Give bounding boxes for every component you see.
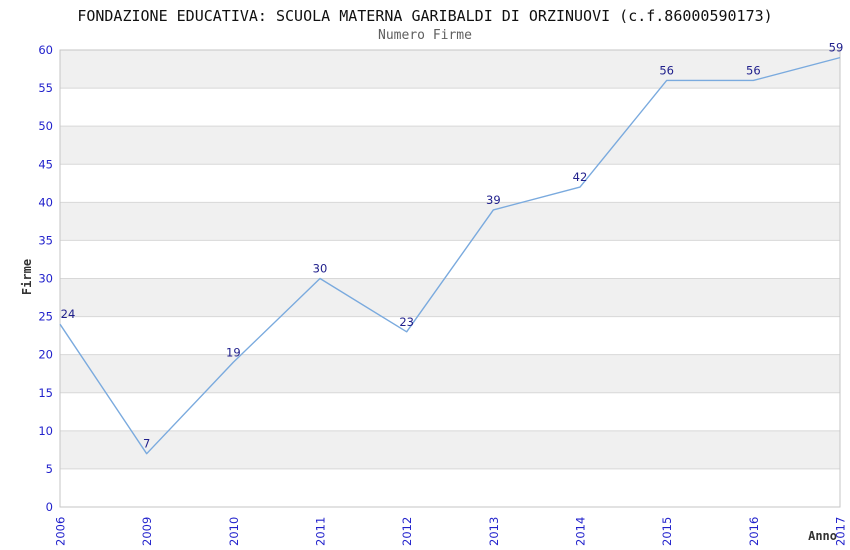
data-line: [59, 56, 841, 455]
y-tick-label: 35: [38, 233, 53, 247]
plot-band: [60, 278, 840, 317]
x-tick-label: 2009: [140, 517, 154, 546]
x-tick-label: 2010: [227, 517, 241, 546]
x-tick-label: 2006: [54, 517, 68, 546]
data-point-label: 30: [313, 262, 328, 276]
y-tick-label: 5: [46, 462, 53, 476]
y-tick-label: 50: [38, 119, 53, 133]
data-point-label: 19: [226, 345, 241, 359]
plot-border: [59, 49, 841, 508]
data-point-label: 7: [143, 437, 150, 451]
x-tick-label: 2016: [747, 517, 761, 546]
y-tick-label: 60: [38, 43, 53, 57]
plot-band: [60, 50, 840, 89]
chart-title: FONDAZIONE EDUCATIVA: SCUOLA MATERNA GAR…: [77, 7, 773, 25]
plot-band: [60, 202, 840, 241]
data-point-label: 42: [573, 170, 588, 184]
y-tick-label: 55: [38, 81, 53, 95]
x-tick-label: 2012: [400, 517, 414, 546]
data-point-label: 56: [659, 63, 674, 77]
chart-subtitle: Numero Firme: [378, 28, 472, 43]
plot-band: [60, 126, 840, 165]
y-tick-label: 45: [38, 157, 53, 171]
data-point-label: 39: [486, 193, 501, 207]
y-tick-label: 40: [38, 195, 53, 209]
x-tick-label: 2017: [834, 517, 848, 546]
data-point-label: 24: [61, 307, 76, 321]
x-axis-title: Anno: [808, 529, 837, 543]
x-tick-label: 2013: [487, 517, 501, 546]
y-tick-label: 15: [38, 386, 53, 400]
x-tick-label: 2011: [314, 517, 328, 546]
data-point-label: 23: [399, 315, 414, 329]
y-tick-label: 0: [46, 500, 53, 514]
y-tick-label: 20: [38, 348, 53, 362]
y-tick-label: 30: [38, 272, 53, 286]
y-tick-label: 10: [38, 424, 53, 438]
plot-band: [60, 430, 840, 469]
data-point-label: 56: [746, 63, 761, 77]
plot-band: [60, 354, 840, 393]
y-tick-label: 25: [38, 310, 53, 324]
data-point-label: 59: [829, 41, 844, 55]
x-tick-label: 2014: [574, 517, 588, 546]
x-tick-label: 2015: [660, 517, 674, 546]
